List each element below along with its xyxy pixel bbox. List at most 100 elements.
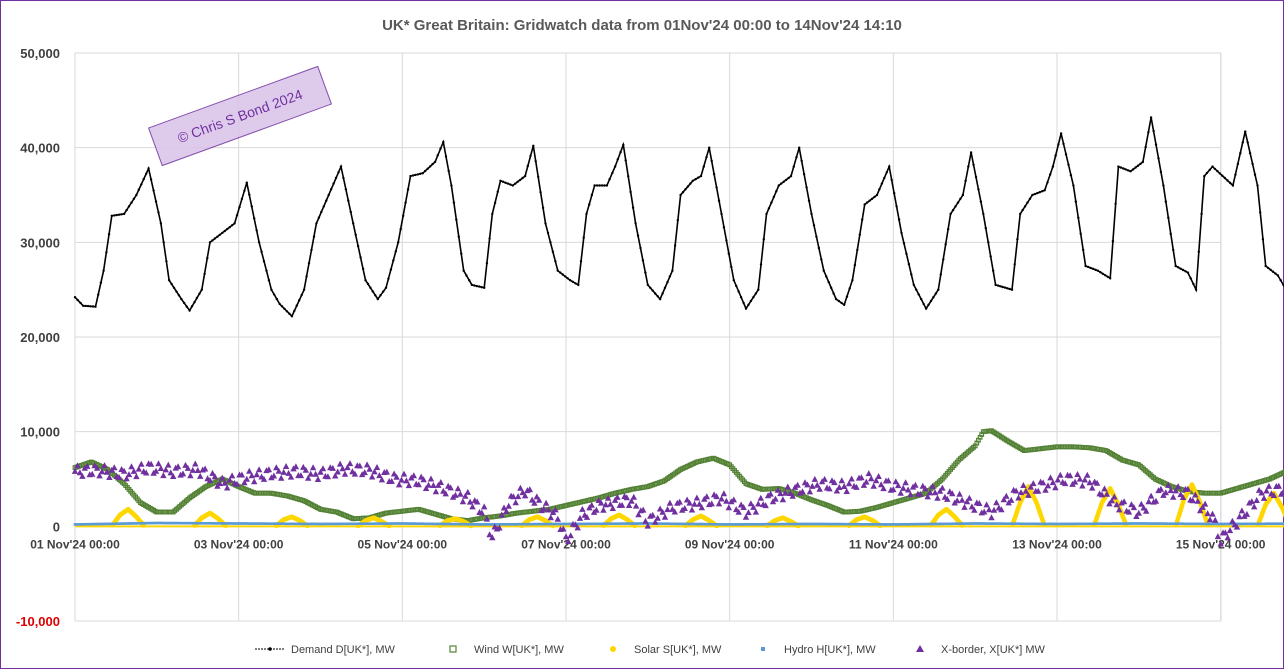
hydro-point — [1024, 522, 1028, 526]
demand-point — [275, 297, 279, 301]
xborder-point — [246, 467, 253, 474]
demand-point — [834, 297, 838, 301]
demand-point — [942, 258, 945, 261]
hydro-point — [741, 523, 745, 526]
hydro-point — [944, 522, 947, 526]
xborder-point — [1052, 484, 1059, 491]
demand-point — [865, 201, 869, 204]
demand-point — [290, 315, 294, 318]
hydro-point — [1045, 522, 1049, 526]
xborder-point — [988, 514, 995, 521]
hydro-point — [710, 522, 713, 526]
demand-point — [974, 175, 978, 179]
hydro-point — [556, 522, 560, 526]
hydro-point — [160, 521, 163, 525]
demand-point — [402, 214, 405, 217]
hydro-point — [1175, 522, 1178, 525]
demand-point — [681, 191, 685, 194]
demand-point — [190, 305, 194, 308]
hydro-point — [669, 522, 672, 526]
xborder-point — [111, 464, 118, 471]
demand-point — [460, 252, 463, 255]
demand-point — [1179, 267, 1182, 270]
xborder-point — [474, 498, 481, 505]
xborder-point — [1049, 479, 1057, 486]
xborder-point — [469, 503, 476, 510]
demand-point — [473, 284, 476, 287]
hydro-point — [1096, 522, 1100, 525]
demand-point — [651, 289, 654, 292]
demand-point — [679, 193, 682, 197]
xborder-point — [1135, 509, 1142, 516]
hydro-point — [517, 522, 520, 526]
hydro-point — [221, 522, 224, 525]
xborder-point — [1152, 497, 1160, 504]
demand-point — [1141, 160, 1145, 164]
demand-point — [320, 210, 323, 214]
xborder-point — [1133, 513, 1140, 519]
demand-point — [293, 309, 296, 313]
demand-point — [994, 283, 997, 287]
hydro-point — [384, 522, 388, 525]
xborder-point — [211, 473, 219, 480]
demand-point — [270, 288, 273, 291]
hydro-point — [890, 523, 893, 526]
hydro-point — [322, 522, 326, 526]
xborder-point — [167, 469, 174, 476]
xborder-point — [373, 464, 381, 470]
hydro-point — [1214, 522, 1218, 526]
demand-point — [1010, 288, 1014, 291]
xborder-point — [554, 515, 561, 522]
hydro-point — [504, 523, 507, 526]
demand-point — [1134, 166, 1137, 169]
hydro-point — [73, 523, 77, 526]
xborder-point — [640, 506, 647, 513]
xborder-point — [1236, 513, 1243, 520]
hydro-point — [1219, 522, 1222, 526]
xborder-point — [576, 514, 584, 521]
hydro-point — [1276, 522, 1280, 525]
hydro-point — [315, 522, 319, 526]
demand-point — [577, 283, 580, 287]
demand-point — [546, 231, 550, 235]
xborder-point — [579, 505, 586, 512]
hydro-point — [1075, 522, 1078, 526]
xborder-point — [742, 513, 750, 520]
hydro-point — [1163, 522, 1167, 525]
hydro-point — [299, 522, 303, 526]
demand-point — [300, 293, 303, 297]
hydro-point — [1248, 522, 1252, 526]
hydro-point — [636, 522, 640, 525]
xborder-point — [831, 479, 838, 486]
hydro-point — [237, 522, 240, 525]
demand-point — [125, 208, 128, 212]
hydro-point — [823, 522, 826, 526]
xborder-point — [336, 460, 344, 467]
hydro-point — [288, 522, 291, 526]
xborder-point — [762, 502, 769, 509]
xborder-point — [378, 476, 386, 483]
demand-point — [374, 294, 377, 297]
xborder-point — [720, 490, 728, 497]
legend-label: Wind W[UK*], MW — [474, 644, 564, 656]
hydro-point — [1140, 522, 1144, 525]
demand-point — [720, 212, 723, 216]
hydro-point — [113, 522, 116, 526]
hydro-point — [376, 522, 380, 525]
hydro-point — [1162, 522, 1165, 525]
hydro-point — [980, 522, 983, 525]
xborder-point — [221, 479, 228, 486]
hydro-point — [842, 522, 846, 526]
hydro-point — [109, 522, 113, 526]
demand-point — [1106, 275, 1109, 278]
demand-point — [735, 284, 738, 288]
hydro-point — [394, 522, 398, 525]
xborder-point — [287, 473, 295, 480]
hydro-point — [777, 522, 781, 526]
hydro-point — [985, 522, 988, 525]
hydro-point — [901, 523, 905, 526]
demand-point — [715, 186, 718, 189]
hydro-point — [800, 522, 803, 526]
hydro-point — [320, 522, 324, 526]
hydro-point — [173, 521, 177, 525]
